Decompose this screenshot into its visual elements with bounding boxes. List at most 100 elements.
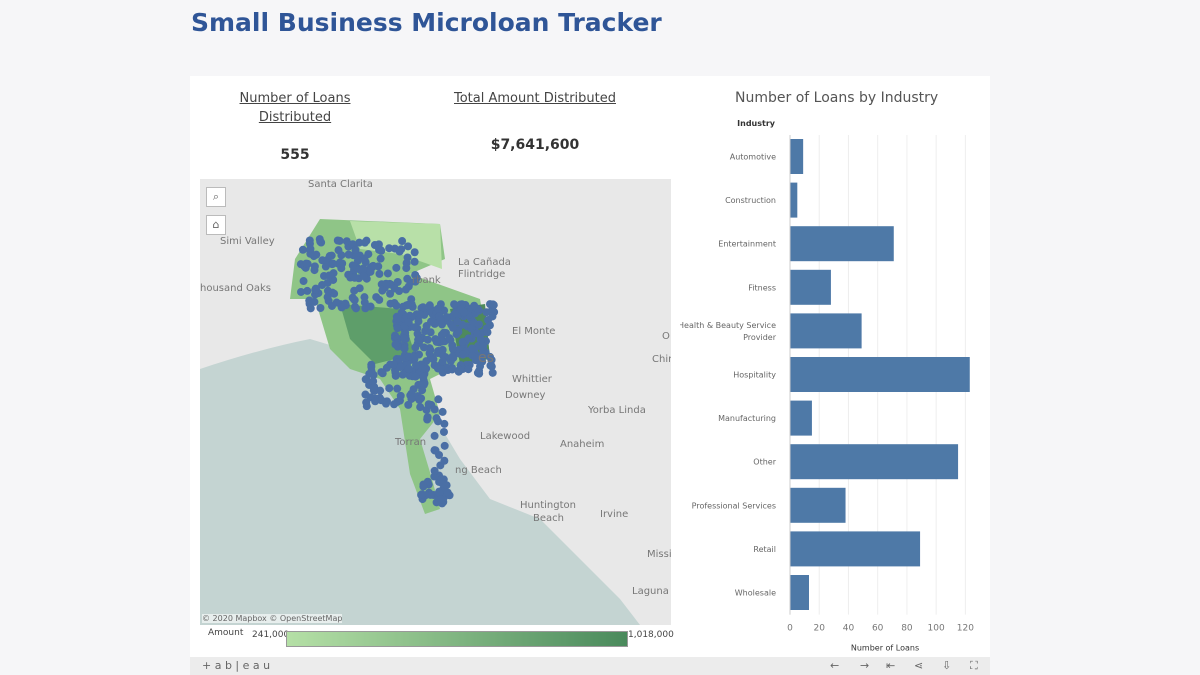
loan-dot[interactable] bbox=[392, 301, 401, 310]
loan-dot[interactable] bbox=[414, 317, 423, 326]
loan-dot[interactable] bbox=[426, 328, 435, 337]
loan-dot[interactable] bbox=[377, 246, 386, 255]
bar[interactable] bbox=[790, 269, 831, 305]
home-icon[interactable]: ⌂ bbox=[206, 215, 226, 235]
loan-dot[interactable] bbox=[404, 364, 413, 373]
loan-dot[interactable] bbox=[413, 329, 422, 338]
loan-dot[interactable] bbox=[482, 324, 491, 333]
loan-dot[interactable] bbox=[440, 419, 449, 428]
loan-dot[interactable] bbox=[315, 235, 324, 244]
bar[interactable] bbox=[790, 531, 921, 567]
loan-dot[interactable] bbox=[453, 317, 462, 326]
loan-dot[interactable] bbox=[362, 375, 371, 384]
loan-dot[interactable] bbox=[350, 273, 359, 282]
loan-dot[interactable] bbox=[482, 308, 491, 317]
loan-dot[interactable] bbox=[438, 407, 447, 416]
loan-dot[interactable] bbox=[393, 324, 402, 333]
loan-dot[interactable] bbox=[400, 334, 409, 343]
loan-dot[interactable] bbox=[436, 316, 445, 325]
loan-dot[interactable] bbox=[439, 427, 448, 436]
loan-dot[interactable] bbox=[376, 254, 385, 263]
loan-dot[interactable] bbox=[440, 306, 449, 315]
loan-dot[interactable] bbox=[344, 270, 353, 279]
loan-dot[interactable] bbox=[473, 329, 482, 338]
loan-dot[interactable] bbox=[429, 355, 438, 364]
loan-dot[interactable] bbox=[443, 488, 452, 497]
loan-dot[interactable] bbox=[430, 466, 439, 475]
loan-dot[interactable] bbox=[359, 271, 368, 280]
loan-dot[interactable] bbox=[312, 250, 321, 259]
loan-dot[interactable] bbox=[398, 237, 407, 246]
loan-dot[interactable] bbox=[486, 361, 495, 370]
loan-dot[interactable] bbox=[392, 263, 401, 272]
search-icon[interactable]: ⌕ bbox=[206, 187, 226, 207]
loan-dot[interactable] bbox=[395, 247, 404, 256]
download-icon[interactable]: ⇩ bbox=[942, 659, 952, 672]
loan-dot[interactable] bbox=[385, 384, 394, 393]
loan-dot[interactable] bbox=[299, 277, 308, 286]
loan-dot[interactable] bbox=[419, 482, 428, 491]
loan-dot[interactable] bbox=[436, 495, 445, 504]
loan-dot[interactable] bbox=[306, 244, 315, 253]
loan-dot[interactable] bbox=[371, 397, 380, 406]
loan-dot[interactable] bbox=[404, 242, 413, 251]
loan-dot[interactable] bbox=[351, 245, 360, 254]
loan-dot[interactable] bbox=[404, 400, 413, 409]
loan-dot[interactable] bbox=[418, 303, 427, 312]
loan-dot[interactable] bbox=[310, 262, 319, 271]
loan-dot[interactable] bbox=[448, 344, 457, 353]
loan-dot[interactable] bbox=[489, 301, 498, 310]
loan-dot[interactable] bbox=[323, 286, 332, 295]
loan-dot[interactable] bbox=[375, 269, 384, 278]
loan-dot[interactable] bbox=[353, 256, 362, 265]
loan-dot[interactable] bbox=[332, 298, 341, 307]
share-icon[interactable]: ⋖ bbox=[914, 659, 924, 672]
loan-dot[interactable] bbox=[476, 335, 485, 344]
loan-dot[interactable] bbox=[329, 259, 338, 268]
bar[interactable] bbox=[790, 357, 970, 392]
loan-dot[interactable] bbox=[432, 414, 441, 423]
fullscreen-icon[interactable]: ⛶ bbox=[970, 659, 978, 672]
loan-dot[interactable] bbox=[439, 328, 448, 337]
loan-dot[interactable] bbox=[410, 257, 419, 266]
loan-dot[interactable] bbox=[410, 323, 419, 332]
loan-dot[interactable] bbox=[474, 320, 483, 329]
bar[interactable] bbox=[790, 487, 846, 523]
loan-dot[interactable] bbox=[464, 334, 473, 343]
loan-dot[interactable] bbox=[430, 446, 439, 455]
loan-dot[interactable] bbox=[393, 277, 402, 286]
loan-dot[interactable] bbox=[369, 261, 378, 270]
loan-dot[interactable] bbox=[389, 360, 398, 369]
loan-dot[interactable] bbox=[321, 262, 330, 271]
loan-dot[interactable] bbox=[440, 456, 449, 465]
loan-dot[interactable] bbox=[488, 312, 497, 321]
loan-dot[interactable] bbox=[391, 371, 400, 380]
loan-dot[interactable] bbox=[316, 303, 325, 312]
loan-dot[interactable] bbox=[419, 372, 428, 381]
loan-dot[interactable] bbox=[297, 287, 306, 296]
loan-dot[interactable] bbox=[423, 413, 432, 422]
loan-dot[interactable] bbox=[325, 252, 334, 261]
loan-dot[interactable] bbox=[348, 261, 357, 270]
loan-dot[interactable] bbox=[306, 304, 315, 313]
loan-dot[interactable] bbox=[372, 293, 381, 302]
loan-dot[interactable] bbox=[456, 305, 465, 314]
loan-dot[interactable] bbox=[382, 397, 391, 406]
loan-dot[interactable] bbox=[432, 337, 441, 346]
loan-dot[interactable] bbox=[311, 284, 320, 293]
bar[interactable] bbox=[790, 444, 959, 480]
loan-dot[interactable] bbox=[399, 343, 408, 352]
loan-dot[interactable] bbox=[411, 372, 420, 381]
loan-dot[interactable] bbox=[310, 297, 319, 306]
loan-dot[interactable] bbox=[471, 353, 480, 362]
loan-dot[interactable] bbox=[419, 343, 428, 352]
loan-dot[interactable] bbox=[383, 269, 392, 278]
loan-dot[interactable] bbox=[479, 342, 488, 351]
loan-dot[interactable] bbox=[455, 365, 464, 374]
loan-dot[interactable] bbox=[433, 304, 442, 313]
loan-dot[interactable] bbox=[437, 475, 446, 484]
bar[interactable] bbox=[790, 139, 804, 174]
loan-dot[interactable] bbox=[376, 386, 385, 395]
loan-dot[interactable] bbox=[476, 362, 485, 371]
loan-dot[interactable] bbox=[403, 301, 412, 310]
